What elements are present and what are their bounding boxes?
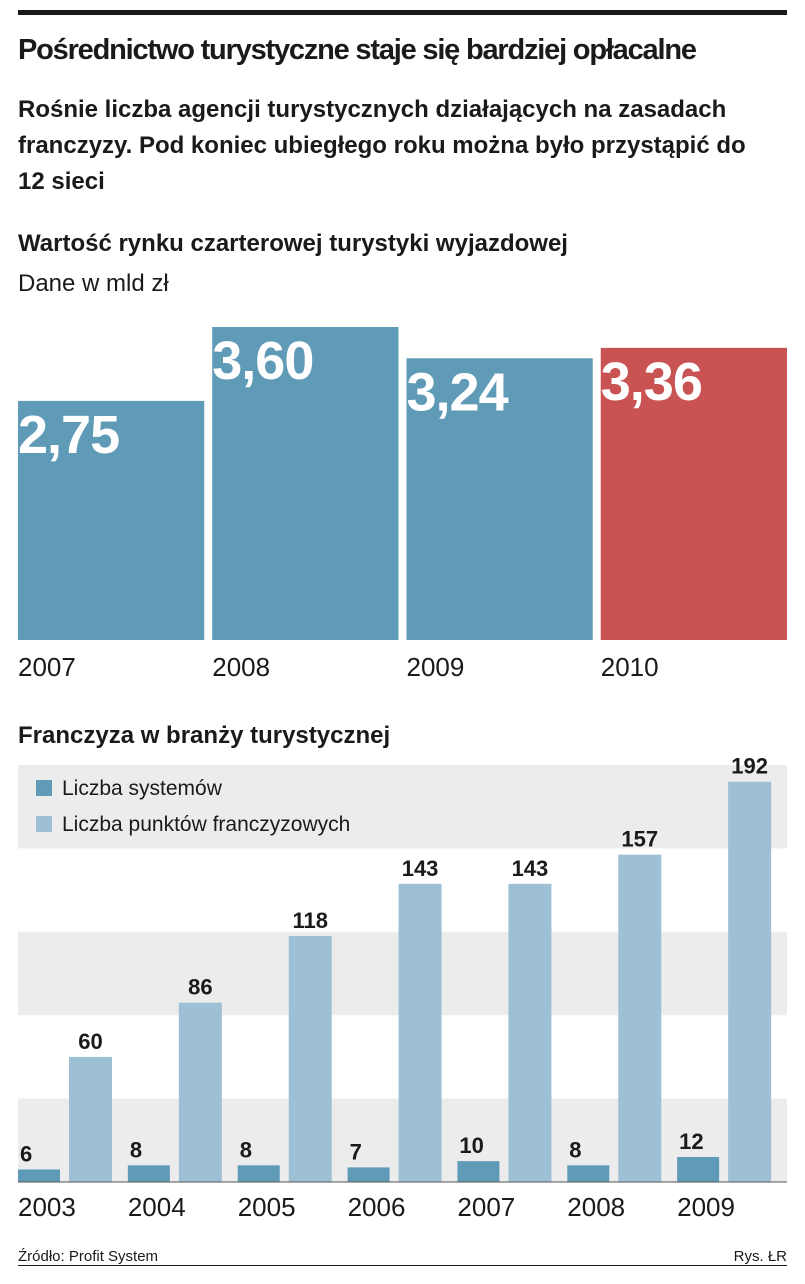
x-tick-label: 2007 [18, 652, 76, 682]
graphic-credit: Rys. ŁR [727, 1248, 787, 1265]
bar-value-label: 3,24 [407, 362, 509, 422]
bar-2010 [600, 347, 787, 640]
systems-value-label: 8 [240, 1137, 252, 1162]
x-tick-label: 2008 [567, 1192, 625, 1222]
bar-systems-2006 [347, 1167, 390, 1182]
points-value-label: 86 [188, 975, 212, 1000]
bar-points-2006 [398, 883, 442, 1182]
x-tick-label: 2007 [457, 1192, 515, 1222]
x-tick-label: 2003 [18, 1192, 76, 1222]
points-value-label: 192 [731, 754, 768, 779]
points-value-label: 118 [292, 908, 328, 933]
bar-2009 [406, 358, 593, 640]
bar-points-2003 [69, 1056, 112, 1182]
x-tick-label: 2006 [348, 1192, 406, 1222]
bar-points-2004 [178, 1002, 222, 1182]
market-value-chart: 2,75 2007 3,60 2008 3,24 2009 3,36 2010 [18, 327, 787, 682]
x-tick-label: 2009 [407, 652, 465, 682]
x-tick-label: 2008 [212, 652, 270, 682]
systems-value-label: 12 [679, 1129, 703, 1154]
footer: Źródło: Profit System Rys. ŁR [18, 1248, 787, 1272]
bar-points-2005 [288, 935, 332, 1182]
bar-systems-2009 [677, 1156, 720, 1182]
bar-points-2007 [508, 883, 552, 1182]
points-value-label: 60 [78, 1029, 102, 1054]
systems-value-label: 8 [569, 1137, 581, 1162]
legend-label-points: Liczba punktów franczyzowych [62, 813, 350, 836]
bar-2008 [212, 327, 399, 640]
systems-value-label: 6 [20, 1141, 32, 1166]
chart1-title: Wartość rynku czarterowej turystyki wyja… [18, 230, 568, 257]
bar-systems-2007 [457, 1161, 500, 1182]
bar-systems-2008 [567, 1165, 610, 1182]
x-tick-label: 2005 [238, 1192, 296, 1222]
points-value-label: 157 [621, 827, 658, 852]
bar-value-label: 3,36 [601, 352, 702, 412]
headline: Pośrednictwo turystyczne staje się bardz… [18, 34, 697, 66]
chart1-subtitle: Dane w mld zł [18, 270, 169, 297]
legend-swatch-points [36, 816, 52, 832]
legend-label-systems: Liczba systemów [62, 777, 223, 800]
footer-rule [18, 1265, 787, 1266]
x-tick-label: 2010 [601, 652, 659, 682]
systems-value-label: 8 [130, 1137, 142, 1162]
top-rule [18, 10, 787, 15]
points-value-label: 143 [402, 856, 439, 881]
chart2-title: Franczyza w branży turystycznej [18, 722, 391, 749]
subheadline: Rośnie liczba agencji turystycznych dzia… [18, 96, 746, 195]
legend-swatch-systems [36, 780, 52, 796]
bar-value-label: 2,75 [18, 405, 119, 465]
source-note: Źródło: Profit System [18, 1248, 165, 1265]
systems-value-label: 7 [350, 1139, 362, 1164]
bar-systems-2004 [127, 1165, 170, 1182]
bar-value-label: 3,60 [212, 331, 313, 391]
bar-points-2009 [728, 781, 772, 1182]
bar-systems-2003 [18, 1169, 60, 1182]
x-tick-label: 2009 [677, 1192, 735, 1222]
systems-value-label: 10 [459, 1133, 483, 1158]
x-tick-label: 2004 [128, 1192, 186, 1222]
bar-systems-2005 [237, 1165, 280, 1182]
grid-band [18, 765, 787, 849]
franchise-chart: 6 60 2003 8 86 2004 8 118 2005 7 143 2006 10 143 2007 8… [18, 754, 787, 1222]
points-value-label: 143 [512, 856, 549, 881]
bar-2007 [18, 400, 205, 640]
bar-points-2008 [618, 854, 662, 1182]
